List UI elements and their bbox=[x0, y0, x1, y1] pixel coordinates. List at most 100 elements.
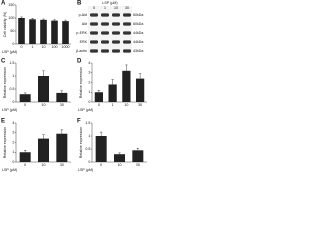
bar bbox=[38, 138, 49, 162]
x-axis-label: LSP (μM) bbox=[2, 168, 17, 172]
blot-header: LSP (μM) bbox=[102, 1, 117, 5]
x-tick-label: 0 bbox=[100, 163, 102, 167]
lane-label: 0 bbox=[93, 6, 95, 10]
y-tick-label: 4 bbox=[88, 61, 90, 65]
y-tick-label: 0 bbox=[12, 100, 14, 104]
y-tick-label: 0 bbox=[88, 160, 90, 164]
band bbox=[90, 31, 98, 35]
x-tick-label: 0 bbox=[24, 163, 26, 167]
bar bbox=[40, 19, 47, 44]
band bbox=[90, 49, 98, 53]
bar bbox=[56, 133, 68, 162]
row-label: p-Akt bbox=[79, 13, 87, 17]
lane-label: 30 bbox=[125, 6, 129, 10]
bar bbox=[29, 19, 36, 44]
y-tick-label: 1.5 bbox=[9, 61, 14, 65]
lane-label: 1 bbox=[104, 6, 106, 10]
band bbox=[101, 13, 109, 17]
y-tick-label: 0 bbox=[12, 160, 14, 164]
band bbox=[112, 22, 120, 26]
y-axis-label: Relative expression bbox=[79, 67, 83, 98]
y-tick-label: 0 bbox=[88, 100, 90, 104]
band bbox=[123, 13, 131, 17]
y-tick-label: 0.5 bbox=[9, 87, 14, 91]
x-axis-label: LSP (μM) bbox=[2, 108, 17, 112]
row-label: β-actin bbox=[76, 49, 87, 53]
bar bbox=[94, 92, 103, 102]
x-tick-label: 100 bbox=[52, 45, 58, 49]
row-label: p-ERK bbox=[76, 31, 87, 35]
band bbox=[123, 49, 131, 53]
y-tick-label: 1 bbox=[88, 134, 90, 138]
size-label: 43kDa bbox=[133, 49, 143, 53]
y-axis-label: Relative expression bbox=[3, 127, 7, 158]
x-tick-label: 0 bbox=[21, 45, 23, 49]
y-tick-label: 1 bbox=[12, 150, 14, 154]
bar bbox=[95, 136, 107, 162]
panel-label: A bbox=[1, 1, 6, 7]
band bbox=[112, 13, 120, 17]
bar bbox=[108, 84, 117, 102]
bar bbox=[19, 94, 31, 102]
x-tick-label: 1 bbox=[32, 45, 34, 49]
bar bbox=[38, 76, 49, 102]
row-label: Akt bbox=[82, 22, 87, 26]
band bbox=[90, 13, 98, 17]
x-tick-label: 0 bbox=[24, 103, 26, 107]
y-tick-label: 50 bbox=[10, 29, 14, 33]
band bbox=[101, 49, 109, 53]
band bbox=[123, 31, 131, 35]
panel-label: C bbox=[1, 59, 6, 65]
x-axis-label: LSP (μM) bbox=[2, 50, 17, 54]
band bbox=[101, 22, 109, 26]
y-tick-label: 2 bbox=[12, 140, 14, 144]
band bbox=[112, 40, 120, 44]
x-tick-label: 1 bbox=[112, 103, 114, 107]
x-tick-label: 30 bbox=[60, 103, 64, 107]
bar bbox=[19, 152, 31, 162]
x-tick-label: 1000 bbox=[62, 45, 70, 49]
y-axis-label: Cell viability (%) bbox=[3, 12, 7, 38]
row-label: ERK bbox=[80, 40, 88, 44]
bar bbox=[122, 70, 131, 102]
panel-label: B bbox=[77, 1, 82, 7]
band bbox=[90, 22, 98, 26]
band bbox=[101, 31, 109, 35]
x-axis-label: LSP (μM) bbox=[78, 108, 93, 112]
lane-label: 10 bbox=[114, 6, 118, 10]
bar bbox=[51, 20, 58, 44]
y-tick-label: 0 bbox=[12, 42, 14, 46]
y-tick-label: 3 bbox=[88, 71, 90, 75]
y-tick-label: 1.5 bbox=[85, 121, 90, 125]
band bbox=[123, 40, 131, 44]
y-axis-label: Relative expression bbox=[3, 67, 7, 98]
x-tick-label: 10 bbox=[118, 163, 122, 167]
bar bbox=[18, 18, 25, 44]
size-label: 44kDa bbox=[133, 31, 143, 35]
bar bbox=[62, 21, 69, 44]
x-tick-label: 10 bbox=[42, 45, 46, 49]
y-tick-label: 100 bbox=[8, 16, 14, 20]
size-label: 44kDa bbox=[133, 40, 143, 44]
band bbox=[123, 22, 131, 26]
y-tick-label: 3 bbox=[12, 131, 14, 135]
x-tick-label: 30 bbox=[136, 163, 140, 167]
size-label: 60kDa bbox=[133, 22, 143, 26]
x-tick-label: 30 bbox=[60, 163, 64, 167]
bar bbox=[56, 92, 68, 102]
panel-label: F bbox=[77, 119, 81, 125]
y-tick-label: 2 bbox=[88, 80, 90, 84]
bar bbox=[114, 154, 125, 162]
band bbox=[90, 40, 98, 44]
x-tick-label: 10 bbox=[42, 163, 46, 167]
band bbox=[101, 40, 109, 44]
panel-label: E bbox=[1, 119, 5, 125]
x-tick-label: 10 bbox=[124, 103, 128, 107]
x-tick-label: 10 bbox=[42, 103, 46, 107]
band bbox=[112, 49, 120, 53]
bar bbox=[136, 78, 145, 102]
y-tick-label: 0.5 bbox=[85, 147, 90, 151]
x-tick-label: 30 bbox=[138, 103, 142, 107]
blot-panel bbox=[88, 6, 132, 53]
